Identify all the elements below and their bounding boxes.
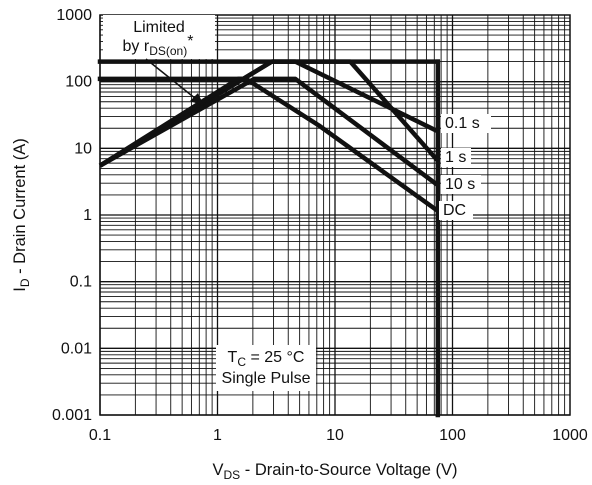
series-label-bg (441, 114, 491, 133)
y-tick-label: 0.001 (52, 407, 92, 424)
rds-annotation-line2: by rDS(on)* (123, 33, 194, 58)
series-line-10-s (98, 76, 440, 187)
x-tick-labels: 0.1 1 10 100 1000 (89, 427, 588, 444)
rds-annotation-arrow (145, 58, 197, 100)
rds-annotation-arrowhead (190, 93, 204, 106)
y-axis-title: ID - Drain Current (A) (11, 138, 32, 292)
x-tick-label: 1 (213, 427, 222, 444)
conditions-box (216, 345, 316, 391)
series-curves (97, 59, 441, 418)
y-tick-label: 10 (74, 140, 92, 157)
series-label-bg (441, 148, 471, 167)
rds-annotation-line1: Limited (133, 19, 185, 36)
x-axis-title: VDS - Drain-to-Source Voltage (V) (212, 461, 457, 482)
rds-annotation-box (103, 15, 215, 59)
y-tick-label: 1 (83, 207, 92, 224)
series-labels: 0.1 s 1 s 10 s DC (443, 115, 480, 219)
y-tick-label: 1000 (56, 7, 92, 24)
conditions-line2: Single Pulse (222, 370, 311, 387)
y-tick-labels: 0.001 0.01 0.1 1 10 100 1000 (52, 7, 92, 424)
y-tick-label: 100 (65, 74, 92, 91)
y-tick-label: 0.01 (61, 340, 92, 357)
series-label: DC (443, 202, 466, 219)
grid-lines (99, 15, 570, 416)
series-label: 10 s (445, 176, 475, 193)
series-label-bg (439, 201, 473, 220)
series-label: 1 s (445, 149, 466, 166)
x-tick-label: 100 (439, 427, 466, 444)
y-tick-label: 0.1 (70, 274, 92, 291)
x-tick-label: 1000 (552, 427, 588, 444)
x-tick-label: 10 (326, 427, 344, 444)
x-tick-label: 0.1 (89, 427, 111, 444)
conditions-line1: TC = 25 °C (228, 349, 305, 369)
plot-frame (99, 14, 571, 416)
series-label: 0.1 s (445, 115, 480, 132)
series-label-bg (441, 175, 481, 194)
label-backgrounds (439, 114, 491, 220)
